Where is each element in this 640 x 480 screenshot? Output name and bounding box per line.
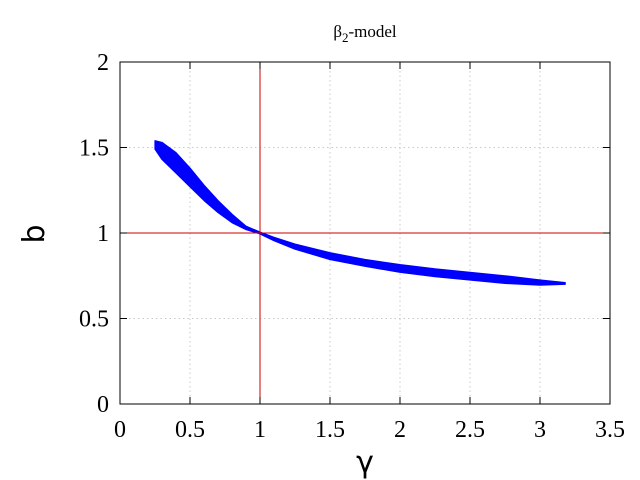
chart-title-sub: 2 <box>342 30 349 45</box>
x-tick-label: 1 <box>254 417 266 443</box>
x-tick-label: 2 <box>394 417 406 443</box>
y-tick-label: 0 <box>97 392 109 418</box>
x-tick-label: 2.5 <box>455 417 485 443</box>
y-tick-label: 1.5 <box>79 136 109 162</box>
x-tick-label: 0.5 <box>175 417 205 443</box>
y-tick-labels: 0 0.5 1 1.5 2 <box>79 50 109 418</box>
chart-title-main: β <box>333 22 342 41</box>
chart-title-rest: -model <box>349 22 397 41</box>
x-tick-labels: 0 0.5 1 1.5 2 2.5 3 3.5 <box>114 417 625 443</box>
x-tick-label: 0 <box>114 417 126 443</box>
y-axis-label: b <box>17 224 52 243</box>
x-tick-label: 3.5 <box>595 417 625 443</box>
x-axis-label: γ <box>356 445 374 480</box>
reference-lines <box>120 62 610 404</box>
x-tick-label: 1.5 <box>315 417 345 443</box>
y-tick-label: 2 <box>97 50 109 76</box>
x-tick-label: 3 <box>534 417 546 443</box>
chart-title: β2-model <box>333 22 397 45</box>
data-series <box>154 140 566 286</box>
ticks <box>119 61 611 405</box>
data-band <box>154 140 566 286</box>
y-tick-label: 1 <box>97 221 109 247</box>
y-tick-label: 0.5 <box>79 307 109 333</box>
